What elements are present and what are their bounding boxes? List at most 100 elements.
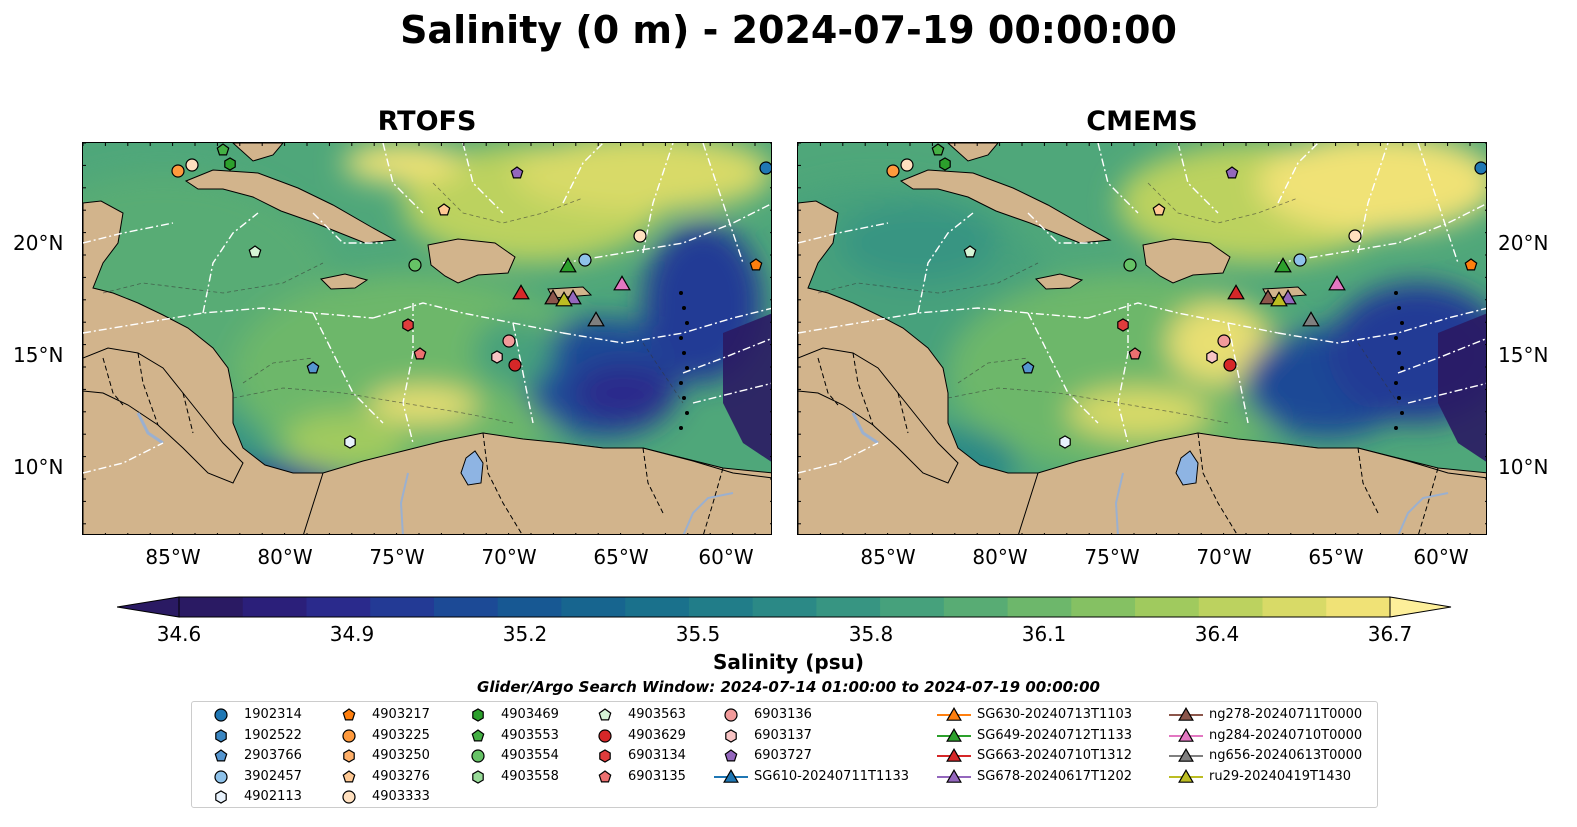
legend-marker-icon [724,708,738,722]
legend-marker-icon [1169,727,1203,742]
float-marker [306,361,320,374]
eez-boundary [1087,302,1279,334]
glider-marker [555,291,573,307]
land [319,273,369,290]
legend-label: 1902522 [244,727,302,743]
legend-label: 1902314 [244,707,302,722]
lat-label: 20°N [13,231,64,255]
legend-label: ng656-20240613T0000 [1209,748,1363,763]
glider-marker [544,289,562,305]
float-marker [749,258,763,271]
eez-boundary [83,442,164,474]
float-marker [491,350,503,364]
float-marker [1059,435,1071,449]
panel-title-cmems: CMEMS [1086,106,1198,137]
colorbar-tick: 34.9 [329,622,375,646]
legend-label: 6903134 [628,748,686,763]
legend-label: 4903333 [372,789,430,804]
float-marker [1217,334,1231,348]
legend-marker-icon [471,728,485,741]
colorbar-tick: 35.5 [675,622,721,646]
float-marker [171,164,185,178]
land [1034,273,1084,290]
lat-label: 10°N [13,455,64,479]
legend-marker-icon [342,790,356,804]
panel-title-rtofs: RTOFS [377,106,477,137]
eez-boundary [402,303,414,444]
lon-label: 85°W [860,545,916,569]
land [947,143,999,162]
glider-marker [512,284,530,300]
legend-marker-icon [937,768,971,783]
legend-label: 4903225 [372,727,430,743]
lon-label: 80°W [257,545,313,569]
lon-label: 65°W [1308,545,1364,569]
eez-boundary [692,382,771,404]
float-marker [344,435,356,449]
eez-boundary [1227,322,1249,424]
lon-label: 75°W [369,545,425,569]
float-marker [1117,318,1129,332]
legend-marker-icon [1169,747,1203,762]
eez-boundary [312,212,383,244]
legend-marker-icon [342,769,356,782]
legend-marker-icon [215,728,227,743]
eez-boundary [1277,143,1319,204]
legend-label: ru29-20240419T1430 [1209,768,1352,784]
float-marker [1152,203,1166,216]
float-marker [633,229,647,243]
legend-label: 6903727 [754,748,812,763]
land [1142,238,1231,284]
legend-label: 4903217 [372,707,430,722]
lon-label: 85°W [145,545,201,569]
glider-marker [1302,311,1320,327]
eez-boundary [1027,212,1098,244]
legend-label: 4903563 [628,707,686,722]
legend-marker-icon [937,747,971,762]
eez-boundary [562,143,604,204]
glider-marker [587,311,605,327]
eez-boundary [702,143,744,264]
land [232,143,284,162]
legend-label: SG630-20240713T1103 [977,707,1133,722]
float-marker [900,158,914,172]
colorbar-tick: 36.1 [1021,622,1067,646]
search-window-text: Glider/Argo Search Window: 2024-07-14 01… [477,678,1100,696]
legend-marker-icon [342,708,356,721]
legend-marker-icon [725,728,737,743]
colorbar [116,596,1452,618]
eez-boundary [562,307,771,344]
eez-boundary [798,222,889,244]
eez-boundary [202,212,259,314]
lon-label: 60°W [698,545,754,569]
legend-marker-icon [598,769,612,782]
legend-marker-icon [215,790,227,804]
legend-label: 4903629 [628,727,686,743]
legend-label: 4903558 [501,768,559,784]
float-marker [1225,166,1239,179]
float-marker [508,358,522,372]
float-marker [402,318,414,332]
colorbar-tick: 34.6 [156,622,202,646]
eez-boundary [83,307,374,334]
eez-boundary [372,302,564,334]
float-marker [185,158,199,172]
legend-label: ng278-20240711T0000 [1209,707,1363,722]
colorbar-label: Salinity (psu) [712,650,864,674]
legend-marker-icon [937,727,971,742]
eez-boundary [1407,382,1486,404]
legend-marker-icon [937,706,971,721]
legend-label: 3902457 [244,768,302,784]
eez-boundary [798,307,1089,334]
float-marker [216,143,230,156]
float-marker [502,334,516,348]
float-marker [408,258,422,272]
colorbar-tick: 35.2 [502,622,548,646]
legend-label: 6903137 [754,727,812,743]
float-marker [939,157,951,171]
float-marker [413,347,427,360]
glider-marker [1227,284,1245,300]
float-marker [510,166,524,179]
legend-marker-icon [472,769,484,784]
eez-boundary [1027,312,1099,424]
